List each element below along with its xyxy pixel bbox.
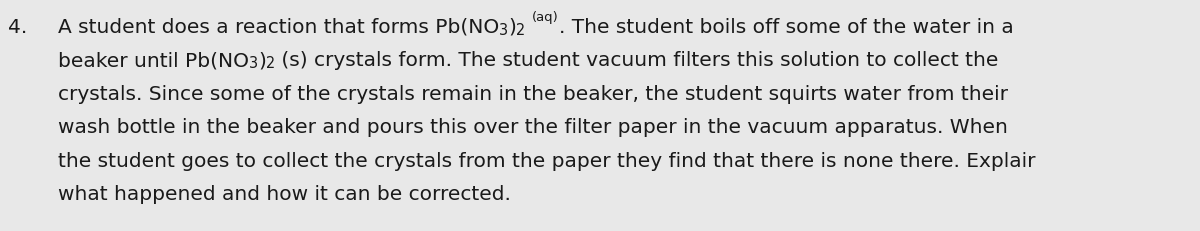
Text: 4.: 4. (8, 18, 28, 37)
Text: what happened and how it can be corrected.: what happened and how it can be correcte… (58, 185, 511, 204)
Text: (aq): (aq) (532, 11, 559, 24)
Text: crystals. Since some of the crystals remain in the beaker, the student squirts w: crystals. Since some of the crystals rem… (58, 85, 1008, 103)
Text: A student does a reaction that forms Pb(NO: A student does a reaction that forms Pb(… (58, 18, 499, 37)
Text: ): ) (509, 18, 516, 37)
Text: . The student boils off some of the water in a: . The student boils off some of the wate… (559, 18, 1013, 37)
Text: the student goes to collect the crystals from the paper they find that there is : the student goes to collect the crystals… (58, 151, 1036, 170)
Text: 3: 3 (250, 56, 258, 71)
Text: 3: 3 (499, 23, 509, 38)
Text: wash bottle in the beaker and pours this over the filter paper in the vacuum app: wash bottle in the beaker and pours this… (58, 118, 1008, 137)
Text: 2: 2 (516, 23, 526, 38)
Text: ): ) (258, 51, 266, 70)
Text: (s) crystals form. The student vacuum filters this solution to collect the: (s) crystals form. The student vacuum fi… (275, 51, 998, 70)
Text: 2: 2 (266, 56, 275, 71)
Text: beaker until Pb(NO: beaker until Pb(NO (58, 51, 250, 70)
